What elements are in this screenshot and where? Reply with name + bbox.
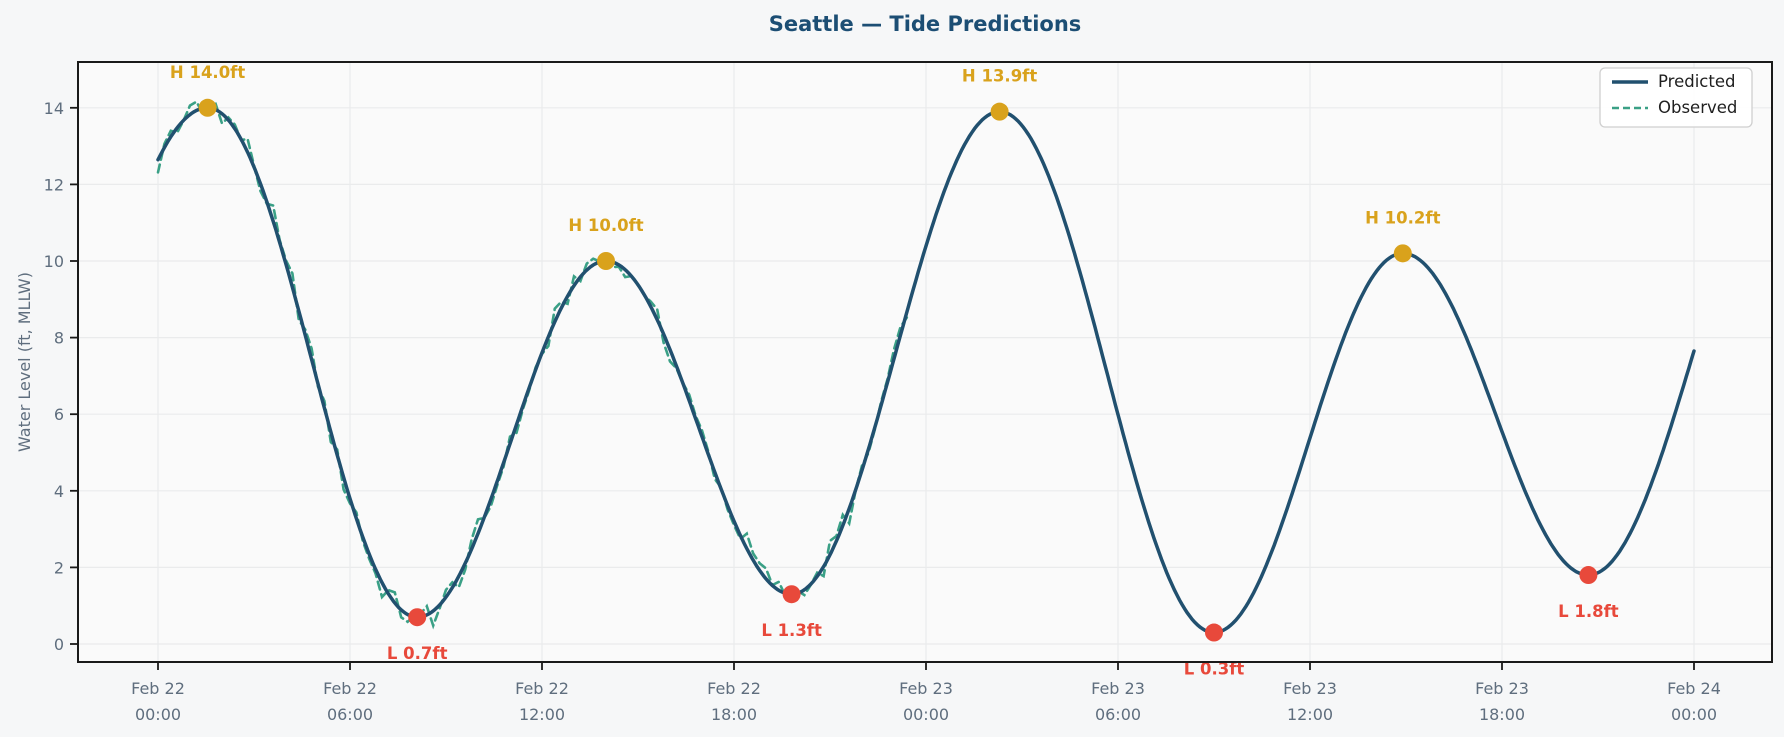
x-tick-label-time: 12:00 [1287,705,1333,724]
y-tick-label: 4 [54,482,64,501]
low-tide-marker [1579,566,1598,585]
tide-extreme-annotations: H 14.0ft L 0.7ft H 10.0ft L 1.3ft H 13.9ft L … [170,63,1619,679]
x-tick-label-date: Feb 22 [515,679,569,698]
legend-label-observed: Observed [1658,98,1737,117]
high-tide-label: H 14.0ft [170,63,245,82]
low-tide-label: L 0.3ft [1184,660,1245,679]
y-tick-label: 14 [44,99,64,118]
x-tick-label-time: 00:00 [903,705,949,724]
high-tide-marker [198,98,217,117]
y-tick-label: 10 [44,252,64,271]
tick-labels: Feb 22 00:00 Feb 22 06:00 Feb 22 12:00 Feb 22 1… [44,99,1721,724]
chart-title: Seattle — Tide Predictions [769,12,1082,36]
high-tide-label: H 10.2ft [1365,208,1440,227]
high-tide-label: H 10.0ft [568,216,643,235]
x-tick-label-date: Feb 22 [323,679,377,698]
high-tide-marker [990,102,1009,121]
x-tick-label-date: Feb 24 [1667,679,1721,698]
x-tick-label-time: 18:00 [711,705,757,724]
y-tick-label: 2 [54,558,64,577]
x-tick-label-date: Feb 23 [1475,679,1529,698]
y-tick-label: 12 [44,175,64,194]
low-tide-marker [782,585,801,604]
low-tide-label: L 0.7ft [387,644,448,663]
plot-border [77,61,1773,663]
x-tick-label-date: Feb 22 [707,679,761,698]
plot-area [78,62,1772,662]
low-tide-label: L 1.3ft [761,621,822,640]
y-tick-label: 6 [54,405,64,424]
x-tick-label-time: 06:00 [1095,705,1141,724]
high-tide-marker [1393,244,1412,263]
x-tick-label-time: 00:00 [1671,705,1717,724]
x-tick-label-date: Feb 22 [131,679,185,698]
axes [70,61,1773,670]
legend: Predicted Observed [1599,67,1753,128]
high-tide-label: H 13.9ft [962,67,1037,86]
x-tick-label-time: 12:00 [519,705,565,724]
x-tick-label-date: Feb 23 [1091,679,1145,698]
y-tick-label: 0 [54,635,64,654]
x-tick-label-time: 18:00 [1479,705,1525,724]
low-tide-marker [1205,623,1223,642]
y-tick-label: 8 [54,329,64,348]
gridlines [78,62,1772,662]
x-tick-label-time: 00:00 [135,705,181,724]
x-tick-label-date: Feb 23 [1283,679,1337,698]
low-tide-label: L 1.8ft [1558,602,1619,621]
low-tide-marker [408,608,427,627]
y-axis-label: Water Level (ft, MLLW) [15,272,34,452]
x-tick-label-time: 06:00 [327,705,373,724]
legend-label-predicted: Predicted [1658,72,1735,91]
high-tide-marker [597,252,615,270]
x-tick-label-date: Feb 23 [899,679,953,698]
